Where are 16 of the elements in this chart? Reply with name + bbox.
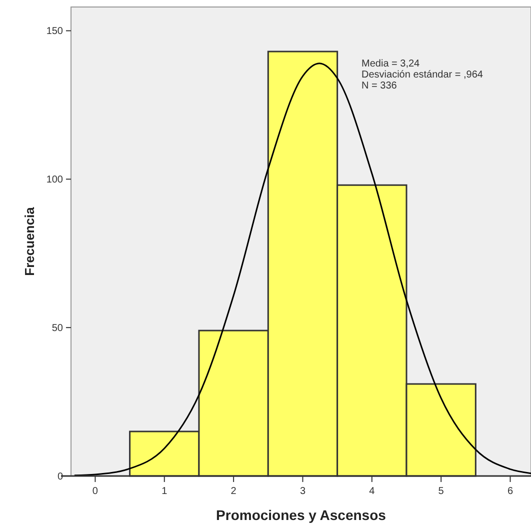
- annotation: Media = 3,24: [362, 58, 420, 70]
- x-axis-title: Promociones y Ascensos: [216, 507, 386, 523]
- y-tick-label: 50: [52, 323, 64, 334]
- x-tick-label: 1: [162, 486, 168, 497]
- y-tick-label: 100: [46, 174, 64, 186]
- x-tick-label: 5: [438, 486, 444, 497]
- x-tick-label: 4: [369, 486, 376, 497]
- y-tick-label: 0: [57, 472, 64, 482]
- x-tick-label: 2: [230, 486, 237, 497]
- x-tick-label: 3: [300, 486, 306, 497]
- x-tick-label: 6: [507, 486, 514, 497]
- y-tick-label: 150: [46, 26, 64, 38]
- x-tick-label: 0: [92, 486, 98, 497]
- annotation: N = 336: [362, 80, 398, 92]
- annotation: Desviación estándar = ,964: [362, 69, 484, 80]
- y-axis-title: Frecuencia: [22, 206, 37, 276]
